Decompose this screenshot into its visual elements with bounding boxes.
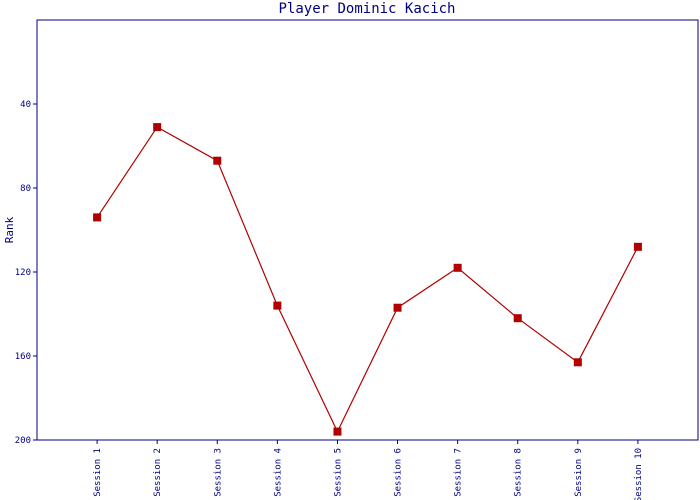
data-point: [573, 358, 582, 367]
plot-frame: [36, 19, 699, 441]
x-tick-label: Session 4: [273, 448, 283, 497]
data-point: [273, 301, 282, 310]
data-point: [633, 242, 642, 251]
x-tick-label: Session 9: [574, 448, 584, 497]
data-point: [153, 123, 162, 132]
x-tick-label: Session 10: [634, 448, 644, 500]
chart-title: Player Dominic Kacich: [278, 1, 455, 17]
y-tick-label: 80: [20, 184, 31, 194]
y-axis-label: Rank: [3, 216, 16, 243]
data-line: [96, 126, 639, 433]
x-tick-label: Session 8: [514, 448, 524, 497]
data-point: [93, 213, 102, 222]
data-point: [513, 314, 522, 323]
y-tick-label: 40: [20, 100, 31, 110]
x-tick-label: Session 3: [213, 448, 223, 497]
x-tick-label: Session 5: [333, 448, 343, 497]
x-tick-label: Session 7: [454, 448, 464, 497]
x-tick-label: Session 2: [153, 448, 163, 497]
data-point: [333, 427, 342, 436]
x-tick-label: Session 6: [394, 448, 404, 497]
x-tick-label: Session 1: [93, 448, 103, 497]
data-point: [213, 156, 222, 165]
data-point: [393, 303, 402, 312]
y-tick-label: 200: [15, 436, 31, 446]
y-tick-label: 160: [15, 352, 31, 362]
data-point: [453, 263, 462, 272]
y-tick-label: 120: [15, 268, 31, 278]
